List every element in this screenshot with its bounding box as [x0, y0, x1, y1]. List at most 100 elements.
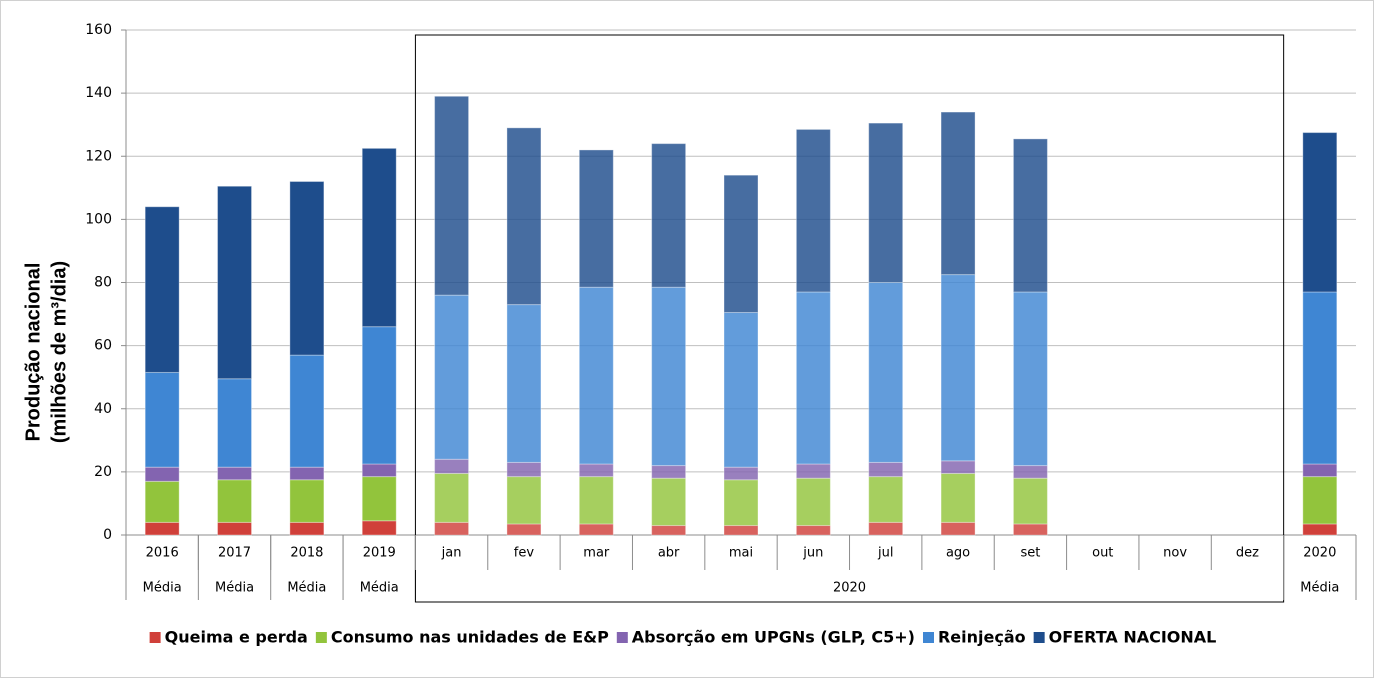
x-tick-label: 2020	[1303, 546, 1336, 561]
bar-segment	[289, 354, 325, 468]
bar-segment	[651, 465, 687, 479]
bar-segment	[506, 127, 542, 306]
x-tick-label: nov	[1163, 546, 1187, 561]
bar-segment	[1302, 291, 1338, 465]
bar-segment	[289, 521, 325, 536]
bar-segment	[361, 463, 397, 478]
bar-segment	[795, 525, 831, 536]
bar-segment	[506, 523, 542, 536]
bar-segment	[217, 521, 253, 536]
legend-marker	[616, 632, 628, 643]
y-tick-label: 140	[85, 85, 112, 101]
bar-segment	[1302, 476, 1338, 525]
bar-segment	[1012, 138, 1048, 293]
bar-segment	[1302, 132, 1338, 293]
bar-segment	[506, 461, 542, 478]
bar-segment	[434, 521, 470, 536]
bar-segment	[795, 463, 831, 479]
y-tick-label: 120	[85, 148, 112, 164]
bar-segment	[578, 476, 614, 525]
bar-segment	[434, 472, 470, 523]
bar-segment	[651, 143, 687, 288]
legend-label: Reinjeção	[938, 628, 1026, 647]
bar-segment	[723, 479, 759, 527]
bar-segment	[361, 147, 397, 328]
x-tick-label: abr	[658, 546, 680, 561]
legend-label: Queima e perda	[165, 628, 308, 647]
bar-segment	[651, 286, 687, 467]
bar-segment	[868, 476, 904, 523]
bar-segment	[1302, 523, 1338, 536]
bar-segment	[868, 461, 904, 478]
legend-marker	[922, 632, 934, 643]
x-tick-label: jun	[802, 546, 823, 561]
bar-segment	[289, 479, 325, 523]
bar-segment	[1012, 465, 1048, 479]
bar-segment	[578, 463, 614, 478]
legend-label: OFERTA NACIONAL	[1049, 628, 1217, 647]
y-tick-label: 80	[94, 275, 112, 291]
bar-segment	[361, 520, 397, 536]
bar-segment	[434, 458, 470, 474]
y-tick-label: 0	[103, 527, 112, 543]
bar-segment	[795, 128, 831, 293]
group-label: 2020	[833, 581, 866, 596]
bar-segment	[144, 521, 180, 536]
legend-marker	[315, 632, 327, 643]
x-tick-label: 2018	[290, 546, 323, 561]
bar-segment	[506, 476, 542, 525]
bar-segment	[651, 525, 687, 536]
bar-segment	[940, 274, 976, 462]
x-tick-label: fev	[514, 546, 535, 561]
bar-segment	[144, 466, 180, 482]
bar-segment	[578, 286, 614, 465]
bar-segment	[144, 371, 180, 468]
bar-segment	[361, 326, 397, 465]
y-tick-label: 40	[94, 401, 112, 417]
bar-segment	[940, 472, 976, 523]
x-tick-label: jul	[877, 546, 893, 561]
x-tick-label: 2019	[363, 546, 396, 561]
x-tick-label: mar	[583, 546, 610, 561]
bar-segment	[723, 466, 759, 481]
x-tick-label: 2016	[146, 546, 179, 561]
bar-segment	[217, 185, 253, 380]
legend-marker	[149, 632, 161, 643]
group-label: Média	[287, 581, 326, 596]
bar-segment	[651, 477, 687, 527]
bar-segment	[144, 480, 180, 523]
bar-segment	[1012, 523, 1048, 536]
group-label: Média	[360, 581, 399, 596]
x-tick-label: mai	[729, 546, 753, 561]
group-label: Média	[1300, 581, 1339, 596]
y-axis-label: (milhões de m³/dia)	[48, 261, 70, 443]
x-tick-label: ago	[946, 546, 970, 561]
y-tick-label: 20	[94, 464, 112, 480]
x-tick-label: set	[1020, 546, 1040, 561]
bar-segment	[1012, 291, 1048, 467]
bar-segment	[289, 466, 325, 481]
bar-segment	[868, 521, 904, 536]
group-label: Média	[143, 581, 182, 596]
bar-segment	[940, 521, 976, 536]
legend-label: Absorção em UPGNs (GLP, C5+)	[632, 628, 915, 647]
bar-segment	[144, 206, 180, 373]
y-tick-label: 60	[94, 338, 112, 354]
bar-segment	[723, 525, 759, 536]
x-tick-label: out	[1092, 546, 1113, 561]
legend-label: Consumo nas unidades de E&P	[331, 628, 609, 647]
bar-segment	[795, 477, 831, 527]
bar-segment	[723, 311, 759, 468]
bar-segment	[217, 466, 253, 481]
y-tick-label: 100	[85, 211, 112, 227]
bar-segment	[940, 111, 976, 276]
bar-segment	[795, 291, 831, 465]
bar-segment	[868, 282, 904, 463]
bar-segment	[217, 378, 253, 468]
y-tick-label: 160	[85, 22, 112, 38]
y-axis-label: Produção nacional	[22, 263, 44, 442]
bar-segment	[1012, 477, 1048, 525]
bar-segment	[940, 460, 976, 474]
